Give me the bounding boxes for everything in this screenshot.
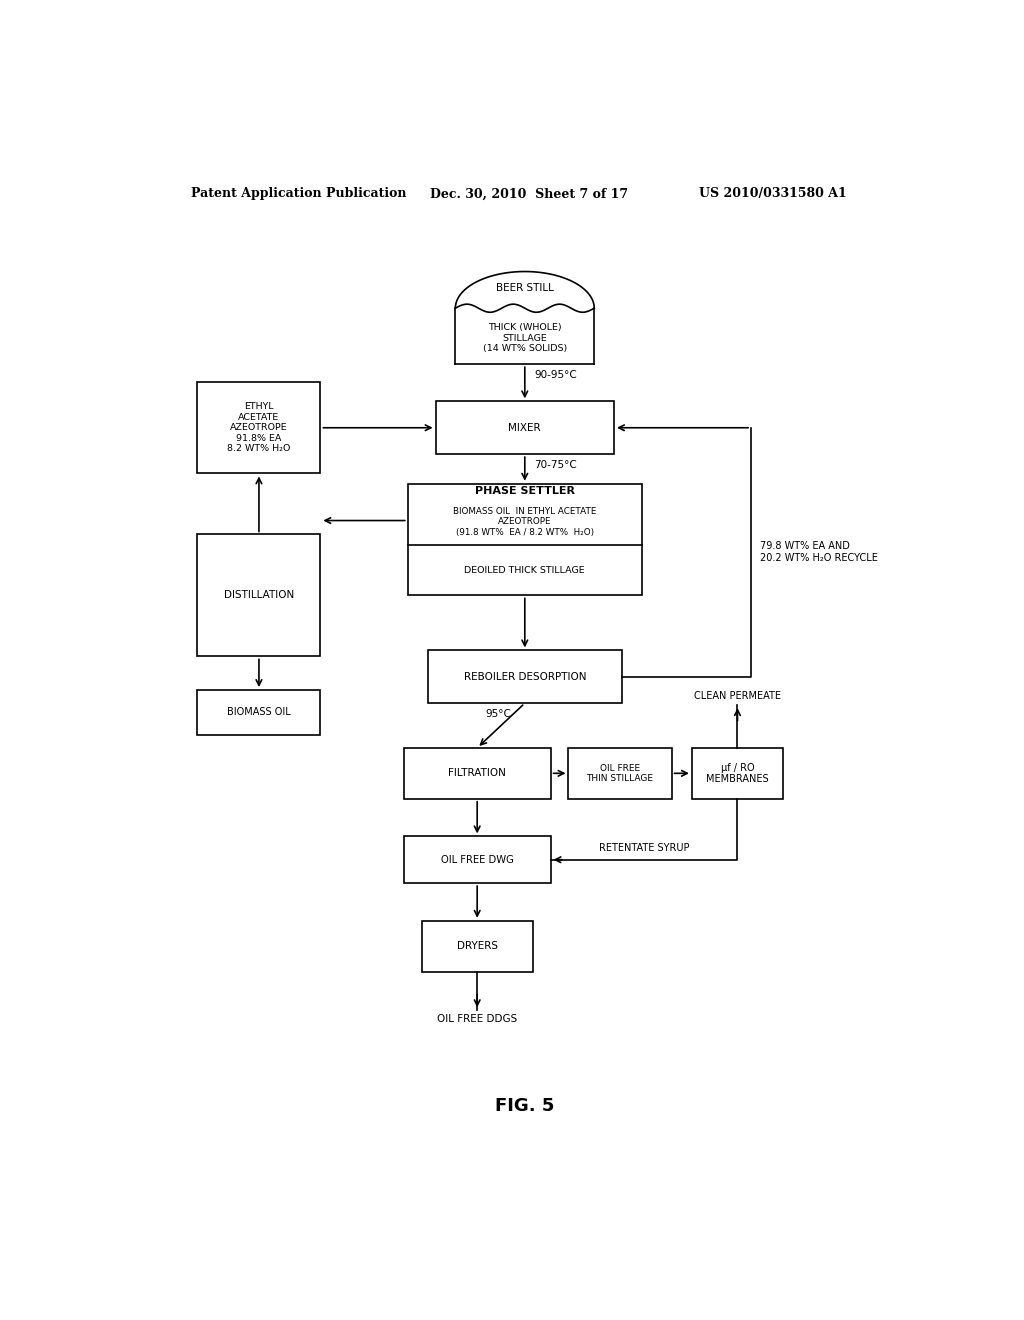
Text: MIXER: MIXER: [509, 422, 541, 433]
Text: Dec. 30, 2010  Sheet 7 of 17: Dec. 30, 2010 Sheet 7 of 17: [430, 187, 628, 201]
Bar: [198, 535, 321, 656]
Text: Patent Application Publication: Patent Application Publication: [191, 187, 407, 201]
Text: 79.8 WT% EA AND
20.2 WT% H₂O RECYCLE: 79.8 WT% EA AND 20.2 WT% H₂O RECYCLE: [761, 541, 879, 564]
Text: FILTRATION: FILTRATION: [449, 768, 506, 779]
Text: PHASE SETTLER: PHASE SETTLER: [475, 486, 574, 496]
Bar: [692, 748, 783, 799]
Text: CLEAN PERMEATE: CLEAN PERMEATE: [694, 692, 781, 701]
Bar: [403, 837, 551, 883]
Text: US 2010/0331580 A1: US 2010/0331580 A1: [699, 187, 847, 201]
Text: 95°C: 95°C: [485, 709, 511, 719]
Text: OIL FREE
THIN STILLAGE: OIL FREE THIN STILLAGE: [587, 764, 653, 783]
Bar: [198, 381, 321, 474]
Bar: [422, 921, 532, 972]
Bar: [403, 748, 551, 799]
Text: ETHYL
ACETATE
AZEOTROPE
91.8% EA
8.2 WT% H₂O: ETHYL ACETATE AZEOTROPE 91.8% EA 8.2 WT%…: [227, 403, 291, 453]
Bar: [408, 483, 642, 595]
Text: OIL FREE DDGS: OIL FREE DDGS: [437, 1014, 517, 1024]
Bar: [435, 401, 614, 454]
Text: BIOMASS OIL: BIOMASS OIL: [227, 708, 291, 717]
Text: BEER STILL: BEER STILL: [496, 282, 554, 293]
Text: REBOILER DESORPTION: REBOILER DESORPTION: [464, 672, 586, 681]
Text: FIG. 5: FIG. 5: [496, 1097, 554, 1114]
Bar: [428, 651, 622, 704]
Text: THICK (WHOLE)
STILLAGE
(14 WT% SOLIDS): THICK (WHOLE) STILLAGE (14 WT% SOLIDS): [482, 323, 567, 352]
Text: OIL FREE DWG: OIL FREE DWG: [440, 855, 514, 865]
Text: BIOMASS OIL  IN ETHYL ACETATE
AZEOTROPE
(91.8 WT%  EA / 8.2 WT%  H₂O): BIOMASS OIL IN ETHYL ACETATE AZEOTROPE (…: [453, 507, 597, 537]
Text: 70-75°C: 70-75°C: [535, 461, 578, 470]
Text: 90-95°C: 90-95°C: [535, 371, 578, 380]
Bar: [198, 690, 321, 735]
Text: RETENTATE SYRUP: RETENTATE SYRUP: [599, 842, 689, 853]
Text: DRYERS: DRYERS: [457, 941, 498, 952]
Text: μf / RO
MEMBRANES: μf / RO MEMBRANES: [707, 763, 769, 784]
Text: DEOILED THICK STILLAGE: DEOILED THICK STILLAGE: [465, 566, 585, 574]
Bar: [568, 748, 672, 799]
Text: DISTILLATION: DISTILLATION: [224, 590, 294, 601]
